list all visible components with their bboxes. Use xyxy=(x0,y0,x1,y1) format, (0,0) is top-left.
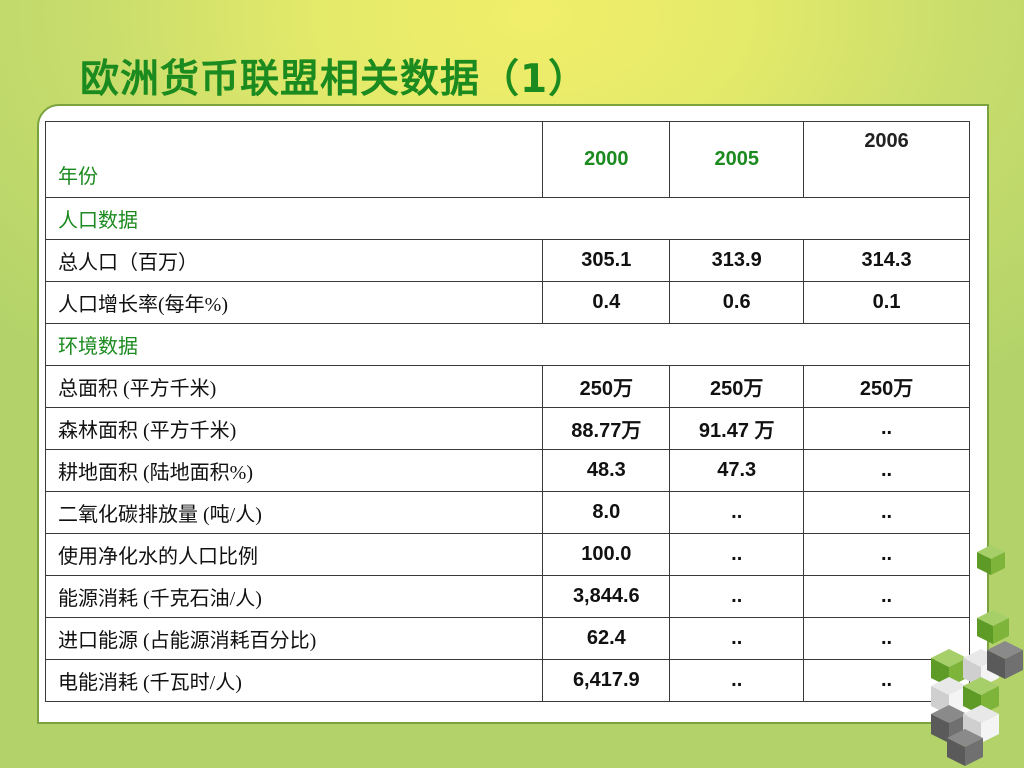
value-cell-2005: .. xyxy=(669,617,805,660)
cube-icon xyxy=(977,545,1005,575)
table-row: 总面积 (平方千米) 250万 250万 250万 xyxy=(44,365,970,408)
row-label: 能源消耗 (千克石油/人) xyxy=(44,575,544,618)
year-2006-header: 2006 xyxy=(803,121,970,198)
value-cell-2006: 250万 xyxy=(803,365,970,408)
value-cell-2005: .. xyxy=(669,491,805,534)
section-label: 环境数据 xyxy=(45,323,970,366)
value-cell-2000: 6,417.9 xyxy=(542,659,671,702)
row-label: 人口增长率(每年%) xyxy=(44,281,544,324)
decorative-cubes-icon xyxy=(931,545,1023,766)
cube-stack-icon xyxy=(931,641,1023,766)
table-row: 进口能源 (占能源消耗百分比) 62.4.... xyxy=(44,617,970,660)
value-cell-2000: 8.0 xyxy=(542,491,671,534)
section-row: 环境数据 xyxy=(45,323,970,366)
value-cell-2005: 91.47 万 xyxy=(669,407,805,450)
row-label: 使用净化水的人口比例 xyxy=(44,533,544,576)
value-cell-2000: 100.0 xyxy=(542,533,671,576)
value-cell-2005: 313.9 xyxy=(669,239,805,282)
slide-title: 欧洲货币联盟相关数据（1） xyxy=(80,57,589,102)
table-row: 能源消耗 (千克石油/人) 3,844.6.... xyxy=(44,575,970,618)
value-cell-2000: 3,844.6 xyxy=(542,575,671,618)
value-cell-2000: 0.4 xyxy=(542,281,671,324)
value-cell-2006: 0.1 xyxy=(803,281,970,324)
table-row: 森林面积 (平方千米) 88.77万 91.47 万.. xyxy=(44,407,970,450)
row-label: 总面积 (平方千米) xyxy=(44,365,544,408)
value-cell-2005: .. xyxy=(669,575,805,618)
table-row: 人口增长率(每年%) 0.4 0.6 0.1 xyxy=(44,281,970,324)
row-label: 耕地面积 (陆地面积%) xyxy=(44,449,544,492)
value-cell-2006: .. xyxy=(803,491,970,534)
year-2000-header: 2000 xyxy=(542,121,671,198)
value-cell-2006: .. xyxy=(803,407,970,450)
year-header-label: 年份 xyxy=(44,121,544,198)
table-row: 使用净化水的人口比例 100.0.... xyxy=(44,533,970,576)
value-cell-2006: .. xyxy=(803,449,970,492)
row-label: 二氧化碳排放量 (吨/人) xyxy=(44,491,544,534)
value-cell-2000: 48.3 xyxy=(542,449,671,492)
table-row: 耕地面积 (陆地面积%) 48.3 47.3.. xyxy=(44,449,970,492)
value-cell-2000: 88.77万 xyxy=(542,407,671,450)
value-cell-2005: .. xyxy=(669,533,805,576)
section-label: 人口数据 xyxy=(45,197,970,240)
table-row: 总人口（百万） 305.1 313.9 314.3 xyxy=(44,239,970,282)
table-row: 电能消耗 (千瓦时/人) 6,417.9.... xyxy=(44,659,970,702)
value-cell-2006: .. xyxy=(803,575,970,618)
row-label: 电能消耗 (千瓦时/人) xyxy=(44,659,544,702)
value-cell-2005: 250万 xyxy=(669,365,805,408)
header-row: 年份 2000 2005 2006 xyxy=(44,121,970,198)
value-cell-2000: 250万 xyxy=(542,365,671,408)
value-cell-2005: 0.6 xyxy=(669,281,805,324)
section-row: 人口数据 xyxy=(45,197,970,240)
year-2005-header: 2005 xyxy=(669,121,805,198)
row-label: 总人口（百万） xyxy=(44,239,544,282)
data-table: 年份 2000 2005 2006 人口数据 总人口（百万） 305.1 313.9 3… xyxy=(44,121,970,702)
value-cell-2005: 47.3 xyxy=(669,449,805,492)
value-cell-2000: 62.4 xyxy=(542,617,671,660)
row-label: 森林面积 (平方千米) xyxy=(44,407,544,450)
value-cell-2000: 305.1 xyxy=(542,239,671,282)
value-cell-2005: .. xyxy=(669,659,805,702)
cube-icon xyxy=(977,610,1009,644)
value-cell-2006: 314.3 xyxy=(803,239,970,282)
table-row: 二氧化碳排放量 (吨/人) 8.0.... xyxy=(44,491,970,534)
row-label: 进口能源 (占能源消耗百分比) xyxy=(44,617,544,660)
